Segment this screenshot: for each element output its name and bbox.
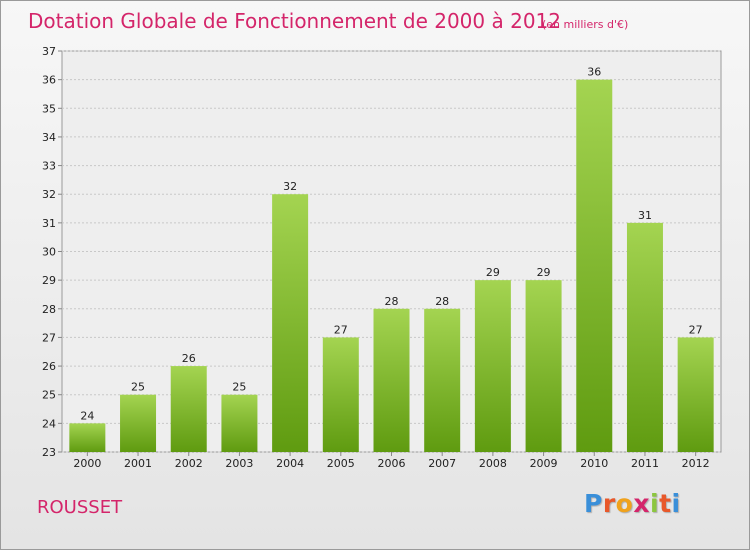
data-label-2003: 25 [232,381,246,394]
y-tick-label: 33 [42,160,56,173]
y-tick-label: 28 [42,303,56,316]
data-label-2000: 24 [80,409,94,422]
x-tick-label: 2005 [327,457,355,470]
data-label-2005: 27 [334,323,348,336]
data-label-2009: 29 [537,266,551,279]
x-tick-label: 2010 [580,457,608,470]
data-label-2008: 29 [486,266,500,279]
x-tick-label: 2006 [378,457,406,470]
bar-2002 [170,366,207,452]
bar-2000 [69,423,106,452]
x-axis-ticks: 2000 2001 2002 2003 2004 2005 2006 2007 2008 2009… [73,452,710,470]
y-tick-label: 34 [42,131,56,144]
y-tick-label: 31 [42,217,56,230]
x-tick-label: 2011 [631,457,659,470]
y-tick-label: 24 [42,417,56,430]
y-tick-label: 30 [42,246,56,259]
bar-2008 [474,280,511,452]
y-tick-label: 29 [42,274,56,287]
y-axis-ticks: 23 24 25 26 27 28 29 30 31 32 33 34 35 36 37 [42,45,62,459]
bar-2001 [120,394,157,452]
chart-title: Dotation Globale de Fonctionnement de 20… [28,9,561,33]
x-tick-label: 2012 [682,457,710,470]
x-tick-label: 2008 [479,457,507,470]
y-tick-label: 35 [42,102,56,115]
data-label-2007: 28 [435,295,449,308]
bar-2010 [576,79,613,453]
y-tick-label: 25 [42,389,56,402]
bar-2007 [424,308,461,452]
data-label-2006: 28 [385,295,399,308]
chart-unit: (en milliers d'€) [542,18,629,31]
data-label-2002: 26 [182,352,196,365]
x-tick-label: 2001 [124,457,152,470]
data-label-2001: 25 [131,381,145,394]
x-tick-label: 2002 [175,457,203,470]
bar-2011 [626,222,663,452]
x-tick-label: 2009 [530,457,558,470]
y-tick-label: 23 [42,446,56,459]
y-tick-label: 26 [42,360,56,373]
bar-2005 [322,337,359,452]
y-tick-label: 36 [42,74,56,87]
y-tick-label: 37 [42,45,56,58]
bar-2006 [373,308,410,452]
data-label-2010: 36 [587,66,601,79]
bar-2009 [525,280,562,452]
commune-name: ROUSSET [37,497,123,518]
x-tick-label: 2000 [73,457,101,470]
x-tick-label: 2004 [276,457,304,470]
data-label-2012: 27 [689,323,703,336]
x-tick-label: 2003 [225,457,253,470]
bars: 24 25 26 25 32 27 28 28 29 29 36 31 27 [69,66,714,453]
y-tick-label: 32 [42,188,56,201]
proxiti-logo: Proxiti [584,489,681,518]
data-label-2011: 31 [638,209,652,222]
bar-2012 [677,337,714,452]
bar-2003 [221,394,258,452]
y-tick-label: 27 [42,331,56,344]
x-tick-label: 2007 [428,457,456,470]
data-label-2004: 32 [283,180,297,193]
bar-2004 [272,194,309,452]
